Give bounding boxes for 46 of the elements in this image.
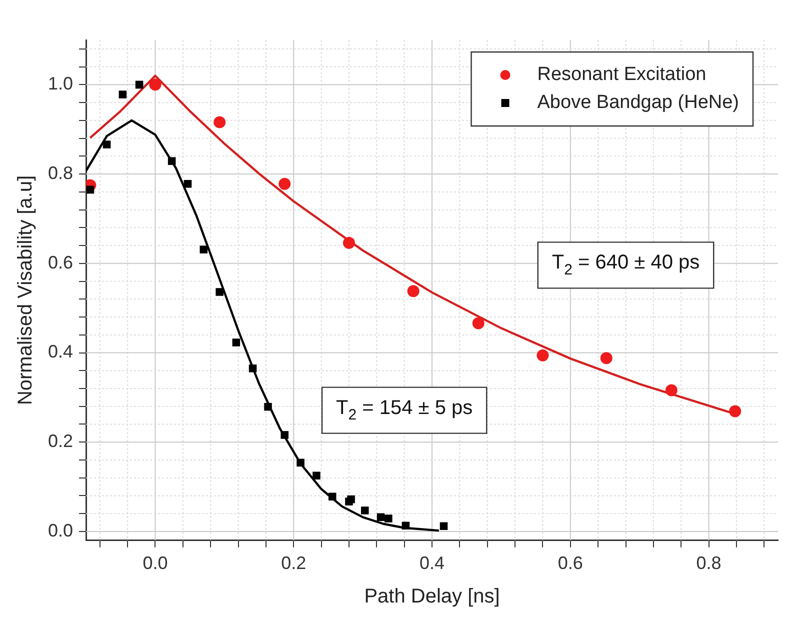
point — [184, 180, 192, 188]
point — [384, 514, 392, 522]
point — [312, 472, 320, 480]
point — [665, 384, 678, 396]
point — [280, 431, 289, 439]
point — [342, 236, 355, 249]
y-tick-label: 0.6 — [48, 252, 74, 272]
point — [729, 405, 742, 418]
point — [328, 492, 336, 501]
x-axis-title: Path Delay [ns] — [364, 586, 500, 608]
y-tick-label: 1.0 — [48, 74, 74, 94]
legend-label: Above Bandgap (HeNe) — [537, 92, 740, 114]
point — [216, 288, 224, 296]
point — [86, 186, 94, 194]
point — [440, 522, 448, 530]
point — [278, 178, 291, 190]
point — [168, 157, 176, 165]
x-tick-label: 0.4 — [419, 553, 445, 574]
x-tick-label: 0.6 — [558, 553, 583, 574]
point — [347, 495, 355, 504]
point — [149, 78, 162, 91]
point — [361, 506, 369, 514]
point — [118, 90, 127, 98]
point — [214, 116, 226, 128]
x-tick-label: 0.0 — [142, 553, 168, 574]
point — [407, 285, 420, 298]
point — [200, 246, 208, 254]
x-tick-label: 0.8 — [696, 553, 722, 574]
point — [402, 522, 410, 530]
point — [248, 364, 257, 372]
y-tick-label: 0.4 — [48, 342, 74, 362]
point — [102, 140, 111, 148]
y-tick-label: 0.8 — [48, 163, 74, 184]
x-tick-label: 0.2 — [281, 553, 306, 574]
y-tick-label: 0.0 — [48, 520, 74, 540]
point — [296, 458, 304, 467]
point — [232, 338, 240, 346]
point — [600, 352, 612, 364]
point — [135, 80, 144, 89]
y-tick-label: 0.2 — [48, 431, 74, 452]
point — [264, 402, 272, 411]
y-axis-title: Normalised Visability [a.u] — [14, 175, 37, 406]
point — [472, 317, 484, 330]
point — [536, 349, 549, 362]
point — [376, 513, 385, 522]
legend-label: Resonant Excitation — [537, 64, 706, 86]
